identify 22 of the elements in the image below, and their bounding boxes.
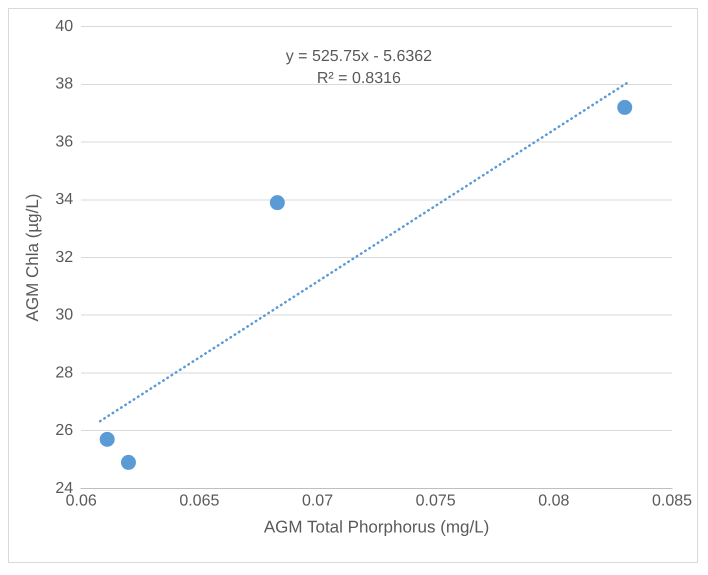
y-tick-label: 40	[55, 18, 74, 36]
y-tick-label: 38	[55, 76, 74, 93]
annotation: R² = 0.8316	[316, 70, 401, 88]
y-tick-label: 30	[55, 306, 74, 324]
x-tick-label: 0.085	[652, 492, 692, 510]
x-tick-label: 0.065	[179, 492, 220, 510]
y-tick-label: 28	[55, 364, 74, 382]
y-axis-title: AGM Chla (µg/L)	[22, 194, 42, 322]
annotation: y = 525.75x - 5.6362	[286, 48, 432, 66]
y-tick-label: 26	[55, 422, 74, 440]
x-tick-label: 0.07	[302, 492, 334, 510]
point	[120, 454, 136, 470]
point	[617, 100, 632, 115]
y-tick-label: 32	[55, 248, 74, 266]
x-tick-label: 0.075	[416, 492, 456, 510]
x-axis-title: AGM Total Phorphorus (mg/L)	[264, 517, 490, 536]
point	[270, 195, 285, 210]
point	[100, 432, 115, 447]
y-tick-label: 36	[55, 133, 74, 150]
x-tick-label: 0.06	[66, 492, 97, 510]
y-tick-label: 34	[55, 191, 74, 208]
x-tick-label: 0.08	[538, 492, 570, 510]
